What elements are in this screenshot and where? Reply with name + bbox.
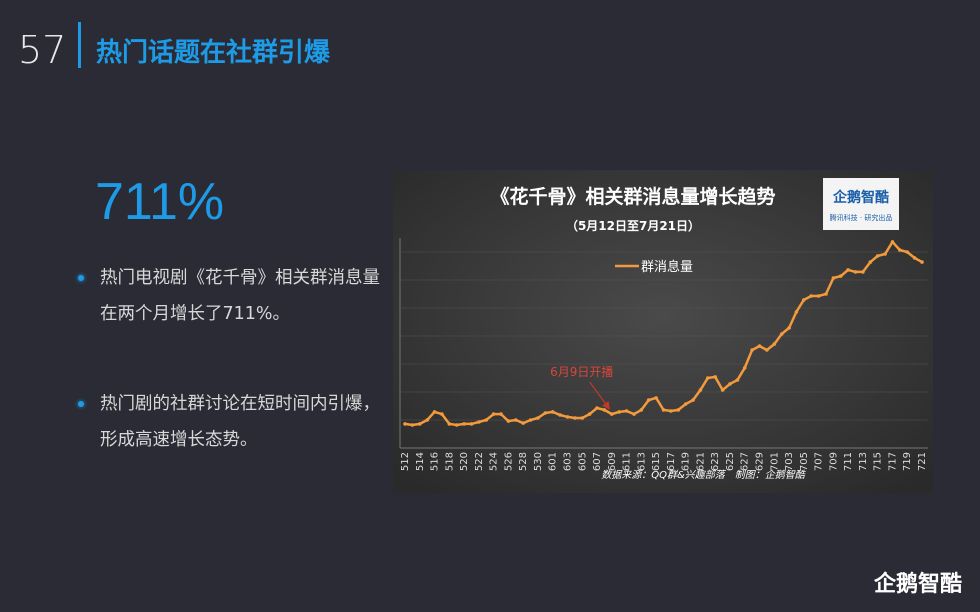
- x-tick-label: 528: [518, 452, 529, 471]
- x-tick-label: 721: [917, 452, 928, 471]
- legend-label: 群消息量: [641, 259, 693, 275]
- x-tick-label: 611: [622, 452, 633, 471]
- x-tick-label: 518: [444, 452, 455, 471]
- x-tick-label: 601: [548, 452, 559, 471]
- x-tick-label: 613: [636, 452, 647, 471]
- annotation-arrow: [589, 381, 610, 410]
- brand-logo: 企鹅智酷: [873, 572, 962, 597]
- x-tick-label: 619: [681, 452, 692, 471]
- x-tick-label: 603: [562, 452, 573, 471]
- bullet-dot: [78, 401, 84, 407]
- x-tick-label: 703: [784, 452, 795, 471]
- x-tick-label: 615: [651, 452, 662, 471]
- chart-logo: 企鹅智酷: [832, 189, 889, 206]
- annotation: 6月9日开播: [550, 365, 613, 379]
- data-line: [403, 239, 924, 427]
- x-tick-label: 617: [666, 452, 677, 471]
- x-tick-label: 607: [592, 452, 603, 471]
- x-tick-label: 623: [710, 452, 721, 471]
- x-tick-label: 719: [902, 452, 913, 471]
- x-tick-label: 629: [755, 452, 766, 471]
- x-tick-label: 711: [843, 452, 854, 471]
- chart-logo-sub: 腾讯科技 · 研究出品: [830, 213, 893, 222]
- x-tick-label: 715: [873, 452, 884, 471]
- x-tick-label: 605: [577, 452, 588, 471]
- x-tick-label: 627: [740, 452, 751, 471]
- chart: 企鹅智酷 腾讯科技 · 研究出品 《花千骨》相关群消息量增长趋势 （5月12日至…: [393, 170, 933, 493]
- x-tick-label: 621: [695, 452, 706, 471]
- x-tick-label: 713: [858, 452, 869, 471]
- x-tick-label: 516: [430, 452, 441, 471]
- x-tick-label: 512: [400, 452, 411, 471]
- bullet-text: 热门电视剧《花千骨》相关群消息量在两个月增长了711%。: [100, 268, 380, 324]
- slide-title: 热门话题在社群引爆: [96, 38, 331, 68]
- chart-source: 数据来源：QQ群&兴趣部落 制图：企鹅智酷: [601, 469, 807, 481]
- chart-subtitle: （5月12日至7月21日）: [566, 218, 700, 233]
- x-tick-label: 705: [799, 452, 810, 471]
- x-tick-label: 524: [489, 452, 500, 471]
- chart-logo-box: [823, 178, 899, 230]
- chart-title: 《花千骨》相关群消息量增长趋势: [490, 185, 775, 208]
- x-tick-label: 526: [503, 452, 514, 471]
- slide-number: 57: [18, 28, 67, 72]
- x-tick-label: 701: [769, 452, 780, 471]
- x-tick-label: 717: [887, 452, 898, 471]
- x-tick-label: 520: [459, 452, 470, 471]
- title-bar: [78, 22, 81, 68]
- x-tick-label: 522: [474, 452, 485, 471]
- x-tick-label: 707: [814, 452, 825, 471]
- x-tick-label: 709: [828, 452, 839, 471]
- x-tick-label: 609: [607, 452, 618, 471]
- x-tick-label: 625: [725, 452, 736, 471]
- x-tick-label: 514: [415, 452, 426, 471]
- key-stat: 711%: [95, 173, 225, 231]
- bullet-dot: [78, 275, 84, 281]
- x-tick-label: 530: [533, 452, 544, 471]
- bullet-text: 热门剧的社群讨论在短时间内引爆，形成高速增长态势。: [100, 394, 380, 450]
